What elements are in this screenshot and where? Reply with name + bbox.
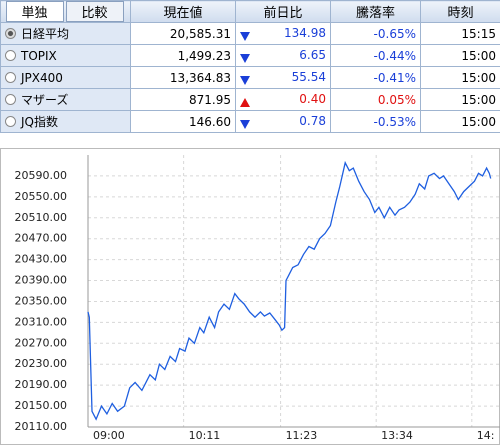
change: 134.98 (284, 26, 326, 40)
y-tick-label: 20230.00 (15, 357, 68, 370)
column-header: 時刻 (420, 0, 500, 23)
y-tick-label: 20270.00 (15, 336, 68, 349)
y-tick-label: 20510.00 (15, 211, 68, 224)
rate: -0.41% (330, 66, 421, 89)
column-header: 騰落率 (330, 0, 421, 23)
change-cell: 134.98 (235, 22, 331, 45)
direction-arrow (240, 76, 250, 85)
index-table: 単独 比較 現在値 前日比 騰落率 時刻 日経平均 20,585.31 134.98 -0.65… (0, 0, 500, 133)
x-tick-label: 13:34 (381, 429, 413, 442)
table-row: TOPIX 1,499.23 6.65 -0.44% 15:00 (0, 44, 500, 67)
time: 15:00 (420, 110, 500, 133)
radio-button[interactable] (5, 116, 16, 127)
y-tick-label: 20550.00 (15, 190, 68, 203)
x-tick-label: 11:23 (286, 429, 318, 442)
change: 0.78 (299, 114, 326, 128)
name-cell: マザーズ (0, 88, 131, 111)
rate: -0.65% (330, 22, 421, 45)
radio-button[interactable] (5, 28, 16, 39)
time: 15:15 (420, 22, 500, 45)
chart: 20110.00 20150.00 20190.00 20230.00 20270.00… (0, 148, 500, 445)
header-row: 単独 比較 現在値 前日比 騰落率 時刻 (0, 0, 500, 23)
time: 15:00 (420, 88, 500, 111)
time: 15:00 (420, 44, 500, 67)
name-cell: JQ指数 (0, 110, 131, 133)
y-tick-label: 20190.00 (15, 378, 68, 391)
y-tick-label: 20350.00 (15, 294, 68, 307)
direction-arrow (240, 32, 250, 41)
time: 15:00 (420, 66, 500, 89)
y-tick-label: 20390.00 (15, 274, 68, 287)
change: 55.54 (291, 70, 326, 84)
x-tick-label: 10:11 (189, 429, 221, 442)
name-cell: JPX400 (0, 66, 131, 89)
chart-frame (0, 148, 500, 445)
y-tick-label: 20470.00 (15, 232, 68, 245)
table-row: JQ指数 146.60 0.78 -0.53% 15:00 (0, 110, 500, 133)
tab[interactable]: 単独 (5, 1, 64, 22)
change-cell: 6.65 (235, 44, 331, 67)
price-line (87, 160, 492, 421)
y-tick-label: 20150.00 (15, 399, 68, 412)
price: 871.95 (130, 88, 236, 111)
rate: -0.53% (330, 110, 421, 133)
direction-arrow (240, 120, 250, 129)
name-cell: 日経平均 (0, 22, 131, 45)
price: 20,585.31 (130, 22, 236, 45)
change-cell: 0.40 (235, 88, 331, 111)
radio-button[interactable] (5, 49, 16, 61)
table-row: 日経平均 20,585.31 134.98 -0.65% 15:15 (0, 22, 500, 45)
index-name: JQ指数 (21, 115, 58, 129)
column-header: 前日比 (235, 0, 331, 23)
direction-arrow (240, 54, 250, 63)
tab[interactable]: 比較 (65, 1, 124, 22)
rate: 0.05% (330, 88, 421, 111)
tab-cell: 単独 比較 (0, 0, 131, 23)
price: 1,499.23 (130, 44, 236, 67)
x-tick-label: 14: (477, 429, 495, 442)
change-cell: 55.54 (235, 66, 331, 89)
name-cell: TOPIX (0, 44, 131, 67)
rate: -0.44% (330, 44, 421, 67)
column-header: 現在値 (130, 0, 236, 23)
index-name: 日経平均 (21, 27, 70, 41)
table-body: 日経平均 20,585.31 134.98 -0.65% 15:15 TOPIX 1,499… (0, 22, 500, 133)
index-name: マザーズ (21, 93, 69, 107)
change: 6.65 (299, 48, 326, 62)
change-cell: 0.78 (235, 110, 331, 133)
radio-button[interactable] (5, 94, 16, 105)
price: 13,364.83 (130, 66, 236, 89)
y-tick-label: 20110.00 (15, 420, 68, 433)
y-tick-label: 20590.00 (15, 169, 68, 182)
table-row: JPX400 13,364.83 55.54 -0.41% 15:00 (0, 66, 500, 89)
index-name: JPX400 (21, 70, 63, 85)
price: 146.60 (130, 110, 236, 133)
direction-arrow (240, 98, 250, 107)
change: 0.40 (299, 92, 326, 106)
x-tick-label: 09:00 (93, 429, 125, 442)
radio-button[interactable] (5, 71, 16, 83)
table-row: マザーズ 871.95 0.40 0.05% 15:00 (0, 88, 500, 111)
y-tick-label: 20430.00 (15, 253, 68, 266)
y-tick-label: 20310.00 (15, 315, 68, 328)
index-name: TOPIX (21, 48, 57, 63)
